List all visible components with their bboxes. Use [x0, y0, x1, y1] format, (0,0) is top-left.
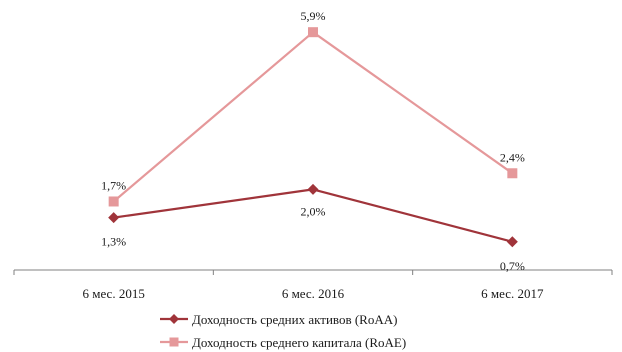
x-tick-label: 6 мес. 2016 [282, 286, 345, 301]
data-point-marker [506, 236, 518, 248]
data-label: 5,9% [301, 9, 326, 23]
legend-marker [169, 337, 179, 347]
data-point-marker [307, 183, 319, 195]
legend: Доходность средних активов (RoAA) Доходно… [160, 312, 406, 350]
x-axis-ticks: 6 мес. 2015 6 мес. 2016 6 мес. 2017 [13, 270, 613, 301]
x-tick-label: 6 мес. 2015 [82, 286, 144, 301]
x-tick-label: 6 мес. 2017 [481, 286, 544, 301]
series-layer [108, 27, 518, 248]
data-point-marker [507, 168, 518, 179]
data-label: 2,4% [500, 150, 525, 164]
series-line [112, 31, 513, 203]
legend-marker [169, 314, 179, 324]
data-point-marker [308, 27, 318, 38]
data-label: 2,0% [301, 204, 326, 218]
data-point-marker [108, 196, 119, 207]
data-label: 1,3% [101, 235, 126, 249]
legend-label: Доходность средних активов (RoAA) [192, 312, 397, 327]
data-point-marker [108, 212, 120, 224]
data-label: 0,7% [500, 259, 525, 273]
data-labels: 1,3% 2,0% 0,7% 1,7% 5,9% 2,4% [101, 9, 525, 273]
legend-label: Доходность среднего капитала (RoAE) [192, 335, 406, 350]
data-label: 1,7% [101, 178, 126, 192]
